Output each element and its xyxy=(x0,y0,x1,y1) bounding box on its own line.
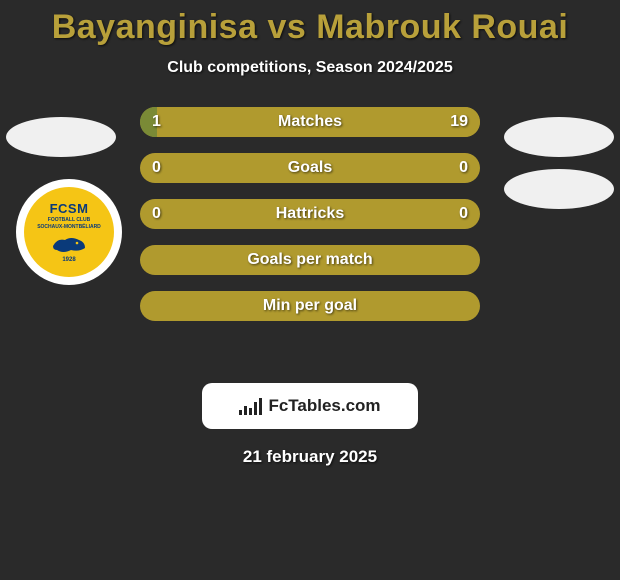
player-left-avatar xyxy=(6,117,116,157)
club-badge-lion-icon xyxy=(49,232,89,256)
club-badge-left: FCSM FOOTBALL CLUB SOCHAUX-MONTBÉLIARD 1… xyxy=(16,179,122,285)
player-right-avatar-2 xyxy=(504,169,614,209)
page-subtitle: Club competitions, Season 2024/2025 xyxy=(0,59,620,77)
stat-label: Hattricks xyxy=(140,199,480,229)
stat-row: Min per goal xyxy=(140,291,480,321)
stat-row: Goals per match xyxy=(140,245,480,275)
club-badge-subtext-1: FOOTBALL CLUB xyxy=(48,217,90,223)
brand-box[interactable]: FcTables.com xyxy=(202,383,418,429)
stat-label: Min per goal xyxy=(140,291,480,321)
stat-row: 00Hattricks xyxy=(140,199,480,229)
player-right-avatar-1 xyxy=(504,117,614,157)
stat-row: 00Goals xyxy=(140,153,480,183)
stat-label: Matches xyxy=(140,107,480,137)
club-badge-year: 1928 xyxy=(62,257,75,263)
stat-label: Goals per match xyxy=(140,245,480,275)
comparison-layout: FCSM FOOTBALL CLUB SOCHAUX-MONTBÉLIARD 1… xyxy=(0,107,620,367)
stat-row: 119Matches xyxy=(140,107,480,137)
page-title: Bayanginisa vs Mabrouk Rouai xyxy=(0,0,620,47)
brand-name: FcTables.com xyxy=(268,396,380,416)
stat-label: Goals xyxy=(140,153,480,183)
stat-bars: 119Matches 00Goals 00Hattricks Goals per ma… xyxy=(140,107,480,337)
club-badge-text: FCSM xyxy=(50,201,89,216)
club-badge-subtext-2: SOCHAUX-MONTBÉLIARD xyxy=(37,224,101,230)
date-line: 21 february 2025 xyxy=(0,447,620,467)
brand-chart-icon xyxy=(239,397,262,415)
